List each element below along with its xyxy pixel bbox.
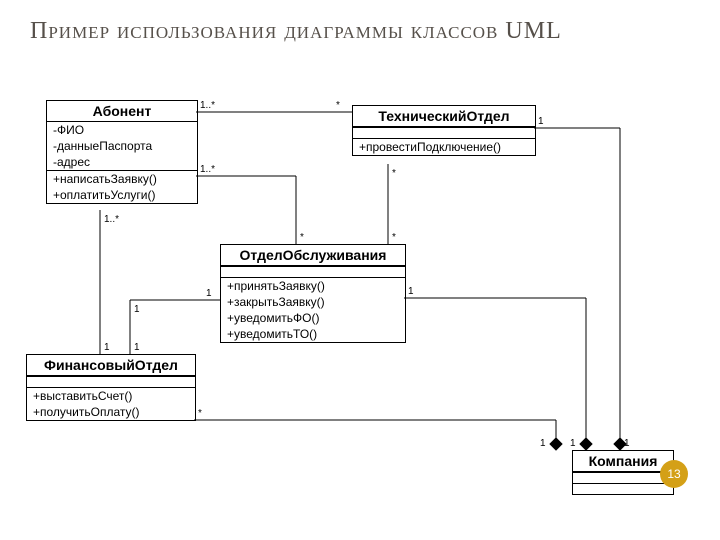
class-name: Компания xyxy=(573,451,673,472)
class-name: ТехническийОтдел xyxy=(353,106,535,127)
multiplicity: 1 xyxy=(408,286,414,297)
multiplicity: 1 xyxy=(624,438,630,449)
attributes-section xyxy=(353,127,535,138)
class-name: ФинансовыйОтдел xyxy=(27,355,195,376)
attribute: -данныеПаспорта xyxy=(47,138,197,154)
class-name: ОтделОбслуживания xyxy=(221,245,405,266)
multiplicity: * xyxy=(392,168,396,179)
methods-section: +выставитьСчет()+получитьОплату() xyxy=(27,387,195,420)
method: +выставитьСчет() xyxy=(27,388,195,404)
attribute: -ФИО xyxy=(47,122,197,138)
slide-title: Пример использования диаграммы классов U… xyxy=(30,18,690,45)
multiplicity: * xyxy=(300,232,304,243)
method: +провестиПодключение() xyxy=(353,139,535,155)
multiplicity: 1 xyxy=(134,342,140,353)
multiplicity: 1 xyxy=(540,438,546,449)
class-company: Компания xyxy=(572,450,674,495)
multiplicity: * xyxy=(336,100,340,111)
attributes-section: -ФИО-данныеПаспорта-адрес xyxy=(47,122,197,170)
class-abonent: Абонент-ФИО-данныеПаспорта-адрес+написат… xyxy=(46,100,198,204)
multiplicity: 1..* xyxy=(200,100,215,111)
class-name: Абонент xyxy=(47,101,197,122)
method: +оплатитьУслуги() xyxy=(47,187,197,203)
method: +принятьЗаявку() xyxy=(221,278,405,294)
multiplicity: 1 xyxy=(570,438,576,449)
attributes-section xyxy=(221,266,405,277)
method: +уведомитьТО() xyxy=(221,326,405,342)
multiplicity: * xyxy=(198,408,202,419)
multiplicity: 1 xyxy=(134,304,140,315)
multiplicity: 1..* xyxy=(200,164,215,175)
method: +написатьЗаявку() xyxy=(47,171,197,187)
method: +уведомитьФО() xyxy=(221,310,405,326)
attributes-section xyxy=(27,376,195,387)
methods-section: +принятьЗаявку()+закрытьЗаявку()+уведоми… xyxy=(221,277,405,342)
attribute: -адрес xyxy=(47,154,197,170)
multiplicity: 1..* xyxy=(104,214,119,225)
class-finance: ФинансовыйОтдел +выставитьСчет()+получить… xyxy=(26,354,196,421)
attributes-section xyxy=(573,472,673,483)
multiplicity: 1 xyxy=(104,342,110,353)
methods-section: +провестиПодключение() xyxy=(353,138,535,155)
methods-section xyxy=(573,483,673,494)
method: +закрытьЗаявку() xyxy=(221,294,405,310)
class-tech: ТехническийОтдел +провестиПодключение() xyxy=(352,105,536,156)
multiplicity: 1 xyxy=(206,288,212,299)
class-service: ОтделОбслуживания +принятьЗаявку()+закрыт… xyxy=(220,244,406,343)
multiplicity: * xyxy=(392,232,396,243)
method: +получитьОплату() xyxy=(27,404,195,420)
methods-section: +написатьЗаявку()+оплатитьУслуги() xyxy=(47,170,197,203)
page-number-badge: 13 xyxy=(660,460,688,488)
multiplicity: 1 xyxy=(538,116,544,127)
